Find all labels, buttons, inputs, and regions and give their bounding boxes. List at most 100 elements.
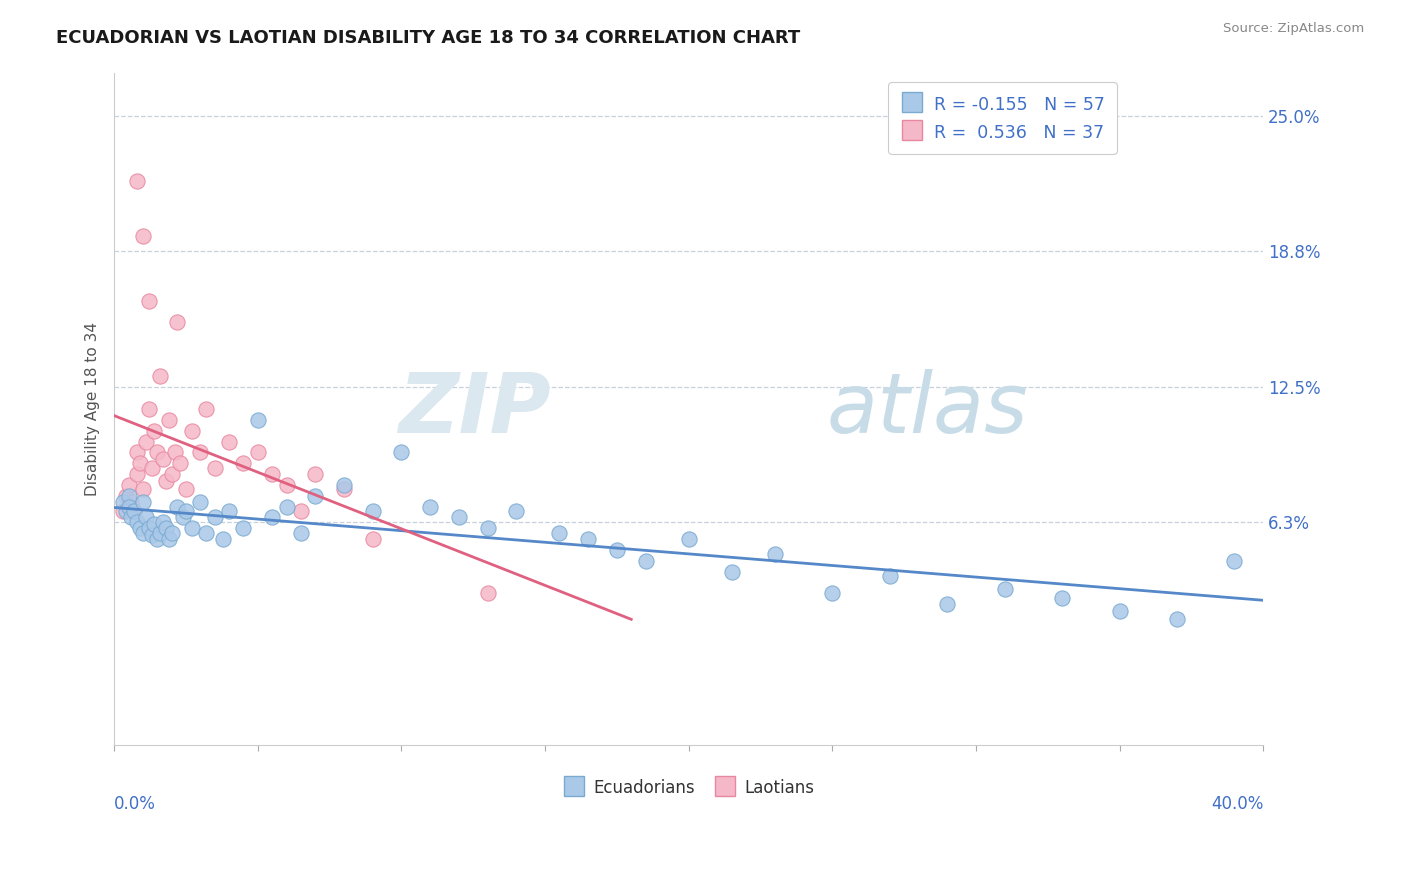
Point	[218, 434, 240, 449]
Point	[129, 456, 152, 470]
Point	[141, 528, 163, 542]
Point	[143, 516, 166, 531]
Point	[157, 532, 180, 546]
Point	[138, 293, 160, 308]
Point	[132, 228, 155, 243]
Point	[146, 532, 169, 546]
Point	[232, 521, 254, 535]
Point	[246, 445, 269, 459]
Point	[548, 525, 571, 540]
Point	[180, 521, 202, 535]
Point	[1166, 612, 1188, 626]
Point	[135, 434, 157, 449]
Point	[124, 504, 146, 518]
Text: atlas: atlas	[827, 368, 1028, 450]
Point	[195, 525, 218, 540]
Point	[1050, 591, 1073, 605]
Point	[391, 445, 413, 459]
Point	[124, 504, 146, 518]
Text: Source: ZipAtlas.com: Source: ZipAtlas.com	[1223, 22, 1364, 36]
Point	[477, 521, 499, 535]
Point	[152, 451, 174, 466]
Point	[204, 510, 226, 524]
Point	[447, 510, 470, 524]
Point	[174, 504, 197, 518]
Point	[155, 474, 177, 488]
Point	[149, 525, 172, 540]
Point	[262, 467, 284, 481]
Point	[232, 456, 254, 470]
Point	[163, 445, 186, 459]
Point	[190, 495, 212, 509]
Point	[994, 582, 1017, 596]
Point	[290, 504, 312, 518]
Point	[127, 515, 149, 529]
Point	[477, 586, 499, 600]
Text: 40.0%: 40.0%	[1211, 796, 1263, 814]
Point	[117, 478, 139, 492]
Point	[576, 532, 599, 546]
Point	[172, 510, 194, 524]
Point	[276, 500, 298, 514]
Point	[333, 482, 356, 496]
Y-axis label: Disability Age 18 to 34: Disability Age 18 to 34	[86, 322, 100, 496]
Point	[127, 467, 149, 481]
Point	[132, 482, 155, 496]
Point	[180, 424, 202, 438]
Point	[135, 510, 157, 524]
Point	[146, 445, 169, 459]
Point	[821, 586, 844, 600]
Point	[149, 369, 172, 384]
Point	[763, 547, 786, 561]
Point	[304, 489, 326, 503]
Point	[262, 510, 284, 524]
Point	[290, 525, 312, 540]
Point	[606, 543, 628, 558]
Point	[138, 402, 160, 417]
Point	[117, 500, 139, 514]
Point	[120, 510, 142, 524]
Point	[720, 565, 742, 579]
Point	[1223, 554, 1246, 568]
Point	[132, 525, 155, 540]
Point	[419, 500, 441, 514]
Point	[678, 532, 700, 546]
Point	[127, 445, 149, 459]
Point	[114, 504, 136, 518]
Point	[129, 521, 152, 535]
Point	[169, 456, 191, 470]
Point	[132, 495, 155, 509]
Point	[138, 521, 160, 535]
Point	[114, 489, 136, 503]
Point	[166, 500, 188, 514]
Point	[361, 504, 384, 518]
Text: 0.0%: 0.0%	[114, 796, 156, 814]
Point	[166, 315, 188, 329]
Point	[879, 569, 901, 583]
Point	[120, 495, 142, 509]
Point	[1108, 604, 1130, 618]
Legend: Ecuadorians, Laotians: Ecuadorians, Laotians	[557, 772, 821, 804]
Point	[174, 482, 197, 496]
Point	[304, 467, 326, 481]
Point	[212, 532, 235, 546]
Point	[155, 521, 177, 535]
Point	[111, 504, 134, 518]
Text: ECUADORIAN VS LAOTIAN DISABILITY AGE 18 TO 34 CORRELATION CHART: ECUADORIAN VS LAOTIAN DISABILITY AGE 18 …	[56, 29, 800, 46]
Point	[204, 460, 226, 475]
Point	[246, 413, 269, 427]
Point	[141, 460, 163, 475]
Point	[152, 515, 174, 529]
Point	[195, 402, 218, 417]
Point	[361, 532, 384, 546]
Point	[276, 478, 298, 492]
Point	[190, 445, 212, 459]
Point	[634, 554, 657, 568]
Point	[127, 174, 149, 188]
Point	[333, 478, 356, 492]
Point	[218, 504, 240, 518]
Point	[160, 467, 183, 481]
Point	[143, 424, 166, 438]
Point	[160, 525, 183, 540]
Point	[157, 413, 180, 427]
